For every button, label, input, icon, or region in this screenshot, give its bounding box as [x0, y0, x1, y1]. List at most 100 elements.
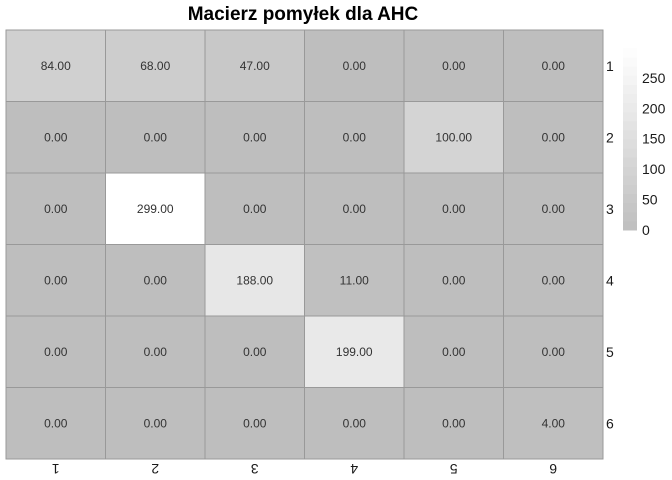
legend-color-step [623, 102, 637, 113]
cell-value-label: 0.00 [542, 130, 566, 144]
cell-value-label: 0.00 [442, 59, 466, 73]
heatmap-cell-r2-c4 [304, 101, 405, 174]
cell-value-label: 0.00 [442, 416, 466, 430]
cell-value-label: 188.00 [236, 273, 273, 287]
heatmap-cell-r6-c6 [503, 387, 604, 460]
cell-value-label: 84.00 [41, 59, 71, 73]
x-tick-label: 1 [52, 461, 60, 477]
cell-value-label: 0.00 [144, 130, 168, 144]
cell-value-label: 0.00 [542, 59, 566, 73]
heatmap-cell-r2-c2 [105, 101, 206, 174]
legend-tick-label: 150 [642, 131, 666, 147]
legend-color-step [623, 129, 637, 140]
heatmap-cell-r4-c3 [204, 244, 305, 317]
legend-tick-label: 250 [642, 70, 666, 86]
heatmap-cell-r5-c6 [503, 315, 604, 388]
legend-tick-label: 100 [642, 161, 666, 177]
cell-value-label: 68.00 [140, 59, 170, 73]
legend-color-step [623, 111, 637, 122]
legend-color-step [623, 193, 637, 204]
legend-tick-label: 0 [642, 222, 650, 238]
legend-color-step [623, 157, 637, 167]
cell-value-label: 0.00 [542, 202, 566, 216]
heatmap-cell-r1-c5 [403, 29, 504, 102]
cell-value-label: 0.00 [442, 202, 466, 216]
heatmap-cell-r3-c1 [5, 172, 106, 245]
heatmap-cell-r4-c6 [503, 244, 604, 317]
legend-tick-label: 200 [642, 100, 666, 116]
heatmap-cell-r4-c1 [5, 244, 106, 317]
x-tick-label: 3 [251, 461, 259, 477]
cell-value-label: 4.00 [542, 416, 566, 430]
legend-color-step [623, 120, 637, 131]
heatmap-cell-r6-c4 [304, 387, 405, 460]
legend-color-step [623, 202, 637, 213]
heatmap-cells [5, 29, 604, 460]
cell-value-label: 100.00 [435, 130, 472, 144]
legend-color-step [623, 139, 637, 149]
cell-value-label: 0.00 [144, 416, 168, 430]
legend-color-step [623, 84, 637, 94]
y-tick-label: 6 [606, 415, 614, 431]
y-tick-label: 4 [606, 272, 614, 288]
cell-value-label: 0.00 [144, 345, 168, 359]
heatmap-cell-r6-c1 [5, 387, 106, 460]
heatmap-cell-r2-c6 [503, 101, 604, 174]
heatmap-cell-r1-c1 [5, 29, 106, 102]
heatmap-cell-r4-c5 [403, 244, 504, 317]
y-tick-label: 2 [606, 129, 614, 145]
cell-value-label: 0.00 [144, 273, 168, 287]
cell-value-label: 0.00 [442, 273, 466, 287]
legend-color-step [623, 57, 637, 67]
heatmap-cell-r3-c5 [403, 172, 504, 245]
x-tick-label: 5 [450, 461, 458, 477]
cell-value-label: 0.00 [542, 273, 566, 287]
heatmap-cell-r1-c6 [503, 29, 604, 102]
legend-tick-label: 50 [642, 192, 658, 208]
x-axis-ticks: 1 2 3 4 5 6 [52, 461, 558, 477]
y-tick-label: 5 [606, 344, 614, 360]
heatmap-cell-r5-c5 [403, 315, 504, 388]
heatmap-cell-r5-c4 [304, 315, 405, 388]
legend-color-step [623, 66, 637, 76]
cell-value-label: 47.00 [240, 59, 270, 73]
heatmap-cell-r4-c2 [105, 244, 206, 317]
legend-color-step [623, 175, 637, 185]
heatmap-cell-r3-c6 [503, 172, 604, 245]
cell-value-label: 0.00 [542, 345, 566, 359]
y-tick-label: 3 [606, 201, 614, 217]
legend-color-step [623, 220, 637, 231]
heatmap-cell-r5-c1 [5, 315, 106, 388]
legend-color-step [623, 148, 637, 158]
cell-value-label: 0.00 [44, 345, 68, 359]
cell-value-label: 0.00 [343, 59, 367, 73]
cell-value-label: 0.00 [44, 202, 68, 216]
cell-value-label: 0.00 [44, 416, 68, 430]
heatmap-cell-r1-c4 [304, 29, 405, 102]
heatmap-cell-r3-c2 [105, 172, 206, 245]
cell-value-label: 0.00 [44, 130, 68, 144]
cell-value-label: 0.00 [243, 416, 267, 430]
cell-value-label: 0.00 [343, 416, 367, 430]
cell-value-label: 0.00 [44, 273, 68, 287]
cell-value-label: 0.00 [343, 202, 367, 216]
legend-color-step [623, 75, 637, 85]
cell-value-label: 199.00 [336, 345, 373, 359]
legend-color-step [623, 93, 637, 104]
x-tick-label: 4 [350, 461, 358, 477]
cell-value-label: 0.00 [442, 345, 466, 359]
heatmap-cell-r1-c2 [105, 29, 206, 102]
heatmap-cell-r3-c4 [304, 172, 405, 245]
heatmap-cell-r6-c5 [403, 387, 504, 460]
color-legend: 0 50 100 150 200 250 [623, 48, 666, 238]
heatmap-cell-labels: 84.00 68.00 47.00 0.00 0.00 0.00 0.00 0.00 0.00 0… [41, 59, 566, 431]
chart-title: Macierz pomyłek dla AHC [188, 4, 419, 25]
legend-color-step [623, 184, 637, 195]
y-tick-label: 1 [606, 58, 614, 74]
legend-color-step [623, 211, 637, 222]
legend-color-step [623, 166, 637, 176]
cell-value-label: 0.00 [243, 202, 267, 216]
legend-color-step [623, 48, 637, 58]
heatmap-cell-r1-c3 [204, 29, 305, 102]
